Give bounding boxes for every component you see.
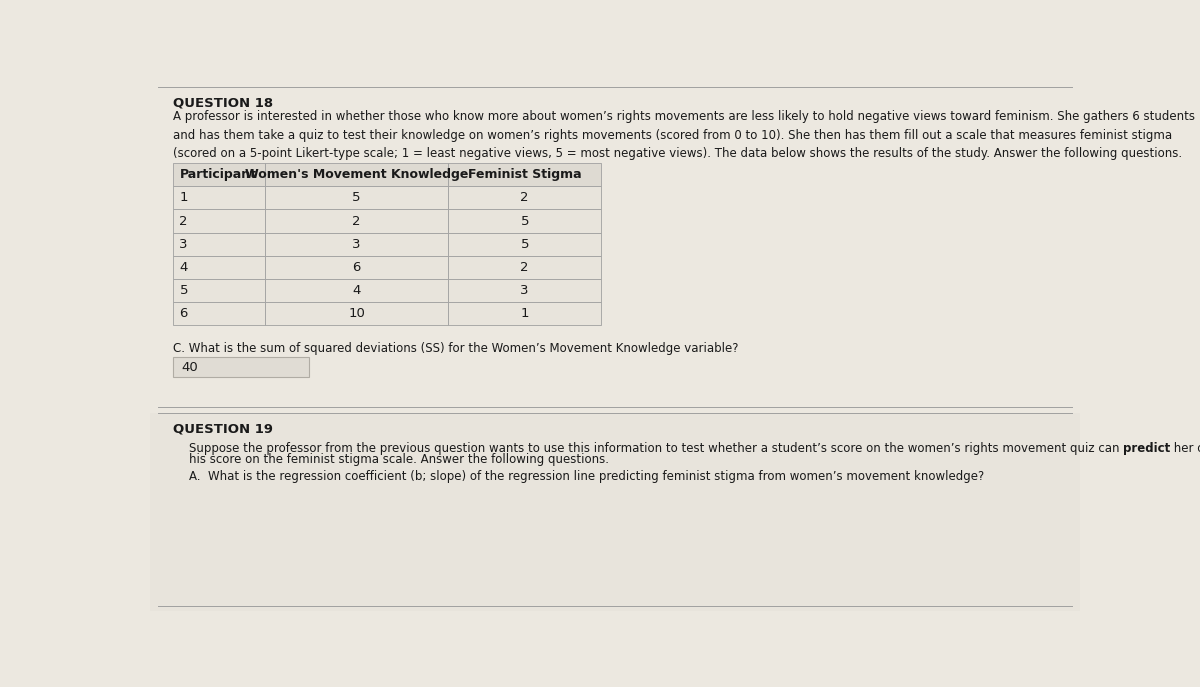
Text: 40: 40 (181, 361, 198, 374)
Text: Participant: Participant (180, 168, 257, 181)
Text: Feminist Stigma: Feminist Stigma (468, 168, 582, 181)
Text: predict: predict (1123, 442, 1170, 455)
Bar (173, 233, 265, 256)
Text: C. What is the sum of squared deviations (SS) for the Women’s Movement Knowledge: C. What is the sum of squared deviations… (173, 342, 739, 355)
Text: 3: 3 (353, 238, 361, 251)
Bar (449, 186, 601, 210)
Bar (173, 164, 265, 186)
Text: Women's Movement Knowledge: Women's Movement Knowledge (245, 168, 468, 181)
Text: 2: 2 (180, 214, 188, 227)
Text: 10: 10 (348, 307, 365, 320)
Text: 4: 4 (180, 261, 188, 273)
Text: 5: 5 (521, 238, 529, 251)
Bar (150, 413, 1080, 611)
Bar (265, 186, 449, 210)
Text: 1: 1 (521, 307, 529, 320)
Bar (449, 210, 601, 233)
Text: A professor is interested in whether those who know more about women’s rights mo: A professor is interested in whether tho… (173, 110, 1195, 160)
Bar (265, 279, 449, 302)
Text: 3: 3 (180, 238, 188, 251)
Text: 1: 1 (180, 192, 188, 205)
Text: 3: 3 (521, 284, 529, 297)
Bar (265, 233, 449, 256)
Text: 4: 4 (353, 284, 361, 297)
Bar (265, 302, 449, 325)
Text: his score on the feminist stigma scale. Answer the following questions.: his score on the feminist stigma scale. … (188, 453, 608, 466)
Text: 6: 6 (353, 261, 361, 273)
Text: QUESTION 19: QUESTION 19 (173, 422, 274, 435)
Text: 5: 5 (521, 214, 529, 227)
Bar (449, 256, 601, 279)
Text: 2: 2 (353, 214, 361, 227)
Bar (173, 357, 308, 377)
Text: 2: 2 (521, 192, 529, 205)
Bar (449, 302, 601, 325)
Bar (449, 279, 601, 302)
Bar (173, 256, 265, 279)
Bar (173, 186, 265, 210)
Text: her or: her or (1170, 442, 1200, 455)
Text: 5: 5 (180, 284, 188, 297)
Bar (173, 279, 265, 302)
Text: QUESTION 18: QUESTION 18 (173, 96, 274, 109)
Bar (265, 164, 449, 186)
Bar (449, 164, 601, 186)
Text: 5: 5 (353, 192, 361, 205)
Bar (265, 210, 449, 233)
Bar (173, 210, 265, 233)
Text: 2: 2 (521, 261, 529, 273)
Text: A.  What is the regression coefficient (b; slope) of the regression line predict: A. What is the regression coefficient (b… (188, 470, 984, 483)
Bar (265, 256, 449, 279)
Bar (449, 233, 601, 256)
Text: 6: 6 (180, 307, 188, 320)
Bar (173, 302, 265, 325)
Text: Suppose the professor from the previous question wants to use this information t: Suppose the professor from the previous … (188, 442, 1123, 455)
